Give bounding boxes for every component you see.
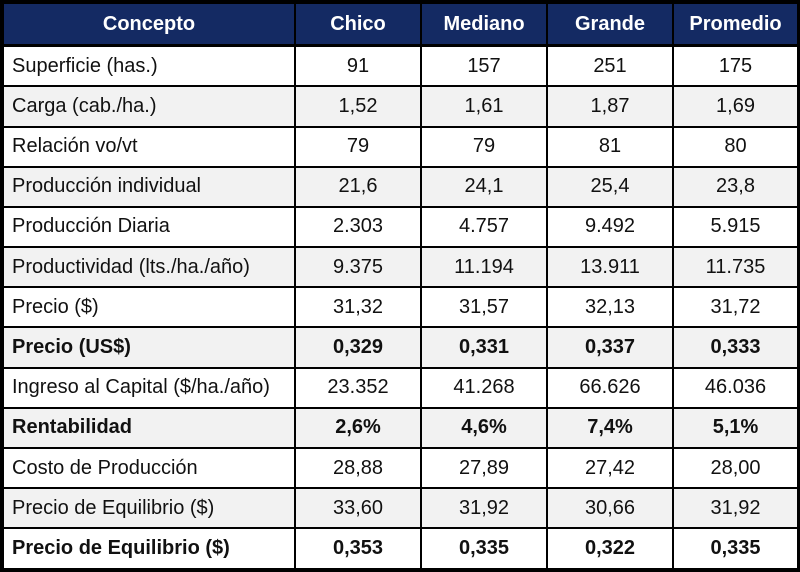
cell-value: 175 [672,44,800,88]
cell-value: 33,60 [294,487,422,530]
cell-value: 157 [420,44,548,88]
cell-value: 1,52 [294,85,422,128]
table-row: Rentabilidad 2,6% 4,6% 7,4% 5,1% [1,406,800,449]
table-row: Precio de Equilibrio ($) 0,353 0,335 0,322 0… [1,527,800,571]
column-header-promedio: Promedio [672,1,800,47]
cell-value: 5.915 [672,205,800,249]
table-row: Precio ($) 31,32 31,57 32,13 31,72 [1,286,800,329]
cell-value: 4,6% [420,406,548,449]
cell-value: 30,66 [546,487,674,530]
cell-value: 31,92 [672,487,800,530]
cell-value: 24,1 [420,165,548,208]
cell-value: 1,61 [420,85,548,128]
row-label: Precio de Equilibrio ($) [1,527,296,571]
table-row: Producción Diaria 2.303 4.757 9.492 5.915 [1,205,800,249]
cell-value: 0,329 [294,326,422,369]
row-label: Producción individual [1,165,296,208]
cell-value: 0,337 [546,326,674,369]
cell-value: 5,1% [672,406,800,449]
row-label: Relación vo/vt [1,125,296,168]
cell-value: 32,13 [546,286,674,329]
cell-value: 28,88 [294,446,422,490]
cell-value: 13.911 [546,246,674,289]
cell-value: 2,6% [294,406,422,449]
cell-value: 91 [294,44,422,88]
table-row: Superficie (has.) 91 157 251 175 [1,44,800,88]
cell-value: 1,69 [672,85,800,128]
cell-value: 79 [294,125,422,168]
table-row: Relación vo/vt 79 79 81 80 [1,125,800,168]
row-label: Precio de Equilibrio ($) [1,487,296,530]
cell-value: 27,89 [420,446,548,490]
column-header-concepto: Concepto [1,1,296,47]
cell-value: 9.375 [294,246,422,289]
table-body: Superficie (has.) 91 157 251 175 Carga (cab./… [1,44,800,571]
cell-value: 1,87 [546,85,674,128]
cell-value: 23,8 [672,165,800,208]
row-label: Productividad (lts./ha./año) [1,246,296,289]
cell-value: 0,333 [672,326,800,369]
cell-value: 0,353 [294,527,422,571]
table-row: Productividad (lts./ha./año) 9.375 11.194 1… [1,246,800,289]
column-header-grande: Grande [546,1,674,47]
cell-value: 11.735 [672,246,800,289]
table-row: Producción individual 21,6 24,1 25,4 23,8 [1,165,800,208]
cell-value: 0,322 [546,527,674,571]
table-row: Costo de Producción 28,88 27,89 27,42 28,00 [1,446,800,490]
cell-value: 23.352 [294,366,422,409]
row-label: Precio (US$) [1,326,296,369]
cell-value: 46.036 [672,366,800,409]
cell-value: 2.303 [294,205,422,249]
cell-value: 27,42 [546,446,674,490]
header-row: Concepto Chico Mediano Grande Promedio [1,1,800,47]
cell-value: 81 [546,125,674,168]
cell-value: 28,00 [672,446,800,490]
row-label: Rentabilidad [1,406,296,449]
cell-value: 0,335 [672,527,800,571]
cell-value: 0,331 [420,326,548,369]
cell-value: 31,72 [672,286,800,329]
cell-value: 11.194 [420,246,548,289]
table-row: Carga (cab./ha.) 1,52 1,61 1,87 1,69 [1,85,800,128]
cell-value: 41.268 [420,366,548,409]
cell-value: 21,6 [294,165,422,208]
table-row: Precio de Equilibrio ($) 33,60 31,92 30,66 3… [1,487,800,530]
cell-value: 66.626 [546,366,674,409]
cell-value: 251 [546,44,674,88]
row-label: Ingreso al Capital ($/ha./año) [1,366,296,409]
cell-value: 80 [672,125,800,168]
cell-value: 79 [420,125,548,168]
cell-value: 0,335 [420,527,548,571]
table-row: Precio (US$) 0,329 0,331 0,337 0,333 [1,326,800,369]
cell-value: 9.492 [546,205,674,249]
column-header-mediano: Mediano [420,1,548,47]
cell-value: 31,32 [294,286,422,329]
cell-value: 31,92 [420,487,548,530]
row-label: Costo de Producción [1,446,296,490]
row-label: Carga (cab./ha.) [1,85,296,128]
cell-value: 7,4% [546,406,674,449]
row-label: Producción Diaria [1,205,296,249]
row-label: Precio ($) [1,286,296,329]
cell-value: 25,4 [546,165,674,208]
table-header: Concepto Chico Mediano Grande Promedio [1,1,800,47]
table-row: Ingreso al Capital ($/ha./año) 23.352 41.2… [1,366,800,409]
column-header-chico: Chico [294,1,422,47]
cell-value: 31,57 [420,286,548,329]
cell-value: 4.757 [420,205,548,249]
row-label: Superficie (has.) [1,44,296,88]
